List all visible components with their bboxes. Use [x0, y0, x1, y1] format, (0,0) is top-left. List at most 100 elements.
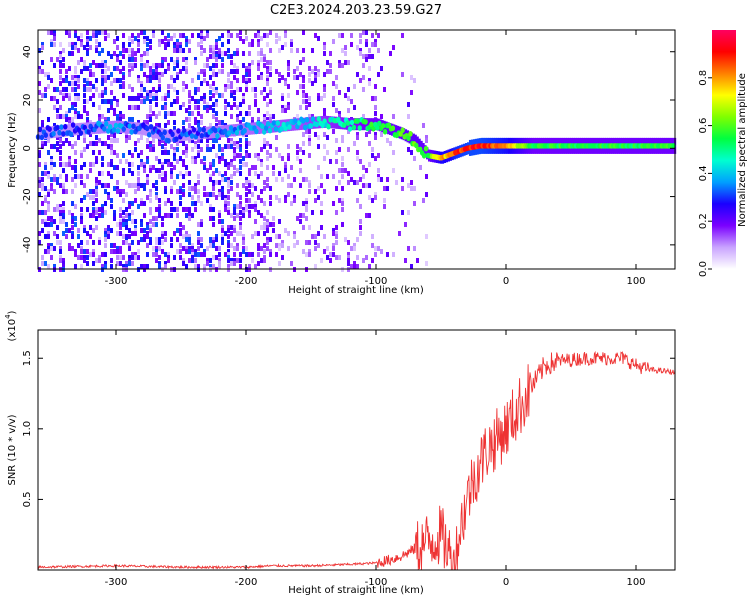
heatmap-cell: [74, 66, 77, 71]
heatmap-cell: [227, 84, 230, 89]
heatmap-cell: [68, 228, 71, 233]
heatmap-cell: [107, 171, 110, 176]
heatmap-cell: [359, 39, 362, 44]
heatmap-cell: [179, 45, 182, 50]
heatmap-cell: [248, 69, 251, 74]
ridge-halo: [67, 124, 70, 137]
heatmap-cell: [128, 234, 131, 239]
heatmap-cell: [212, 144, 215, 149]
heatmap-cell: [362, 174, 365, 179]
heatmap-cell: [107, 144, 110, 149]
heatmap-cell: [227, 195, 230, 200]
heatmap-cell: [164, 189, 167, 194]
heatmap-cell: [176, 90, 179, 95]
heatmap-cell: [200, 33, 203, 38]
heatmap-cell: [137, 48, 140, 53]
heatmap-cell: [260, 75, 263, 80]
heatmap-cell: [239, 36, 242, 41]
heatmap-cell: [89, 69, 92, 74]
heatmap-cell: [293, 195, 296, 200]
ridge-point: [400, 127, 405, 133]
heatmap-cell: [50, 165, 53, 170]
heatmap-cell: [320, 201, 323, 206]
heatmap-cell: [194, 252, 197, 257]
heatmap-cell: [356, 264, 359, 269]
heatmap-cell: [173, 111, 176, 116]
heatmap-cell: [266, 102, 269, 107]
heatmap-cell: [149, 168, 152, 173]
heatmap-cell: [158, 111, 161, 116]
heatmap-cell: [221, 120, 224, 125]
heatmap-cell: [263, 255, 266, 260]
heatmap-cell: [224, 144, 227, 149]
heatmap-cell: [134, 51, 137, 56]
heatmap-cell: [74, 81, 77, 86]
heatmap-cell: [152, 246, 155, 251]
heatmap-cell: [266, 33, 269, 38]
heatmap-cell: [272, 228, 275, 233]
heatmap-cell: [401, 210, 404, 215]
heatmap-cell: [95, 207, 98, 212]
heatmap-cell: [200, 243, 203, 248]
heatmap-cell: [131, 117, 134, 122]
heatmap-cell: [311, 234, 314, 239]
heatmap-cell: [320, 183, 323, 188]
heatmap-cell: [347, 171, 350, 176]
heatmap-cell: [314, 132, 317, 137]
heatmap-cell: [119, 219, 122, 224]
heatmap-cell: [47, 243, 50, 248]
heatmap-cell: [194, 90, 197, 95]
ridge-halo: [61, 124, 64, 137]
heatmap-cell: [212, 243, 215, 248]
heatmap-cell: [371, 42, 374, 47]
y-tick-label: 0.5: [22, 491, 33, 507]
heatmap-cell: [131, 162, 134, 167]
heatmap-cell: [215, 195, 218, 200]
heatmap-cell: [146, 42, 149, 47]
heatmap-cell: [65, 138, 68, 143]
heatmap-cell: [128, 105, 131, 110]
heatmap-cell: [137, 171, 140, 176]
heatmap-cell: [125, 264, 128, 269]
heatmap-cell: [248, 213, 251, 218]
heatmap-cell: [218, 192, 221, 197]
heatmap-cell: [197, 42, 200, 47]
heatmap-cell: [281, 108, 284, 113]
heatmap-cell: [161, 144, 164, 149]
heatmap-cell: [116, 66, 119, 71]
heatmap-cell: [53, 177, 56, 182]
heatmap-cell: [62, 183, 65, 188]
heatmap-cell: [179, 105, 182, 110]
heatmap-cell: [425, 261, 428, 266]
x-tick-label: 100: [626, 276, 645, 287]
heatmap-cell: [338, 147, 341, 152]
heatmap-cell: [365, 39, 368, 44]
heatmap-cell: [266, 111, 269, 116]
heatmap-cell: [188, 93, 191, 98]
heatmap-cell: [218, 171, 221, 176]
heatmap-cell: [263, 258, 266, 263]
heatmap-cell: [167, 111, 170, 116]
heatmap-cell: [56, 114, 59, 119]
heatmap-cell: [104, 243, 107, 248]
heatmap-cell: [191, 156, 194, 161]
heatmap-cell: [302, 30, 305, 35]
ridge-point: [47, 126, 52, 132]
heatmap-cell: [332, 231, 335, 236]
heatmap-cell: [191, 96, 194, 101]
heatmap-cell: [233, 102, 236, 107]
heatmap-cell: [53, 42, 56, 47]
heatmap-cell: [119, 213, 122, 218]
heatmap-cell: [209, 66, 212, 71]
heatmap-cell: [161, 57, 164, 62]
heatmap-cell: [119, 192, 122, 197]
heatmap-cell: [227, 72, 230, 77]
heatmap-cell: [92, 261, 95, 266]
heatmap-cell: [125, 132, 128, 137]
heatmap-cell: [125, 234, 128, 239]
heatmap-cell: [284, 78, 287, 83]
heatmap-cell: [98, 207, 101, 212]
heatmap-cell: [314, 264, 317, 269]
heatmap-cell: [143, 120, 146, 125]
heatmap-cell: [122, 153, 125, 158]
